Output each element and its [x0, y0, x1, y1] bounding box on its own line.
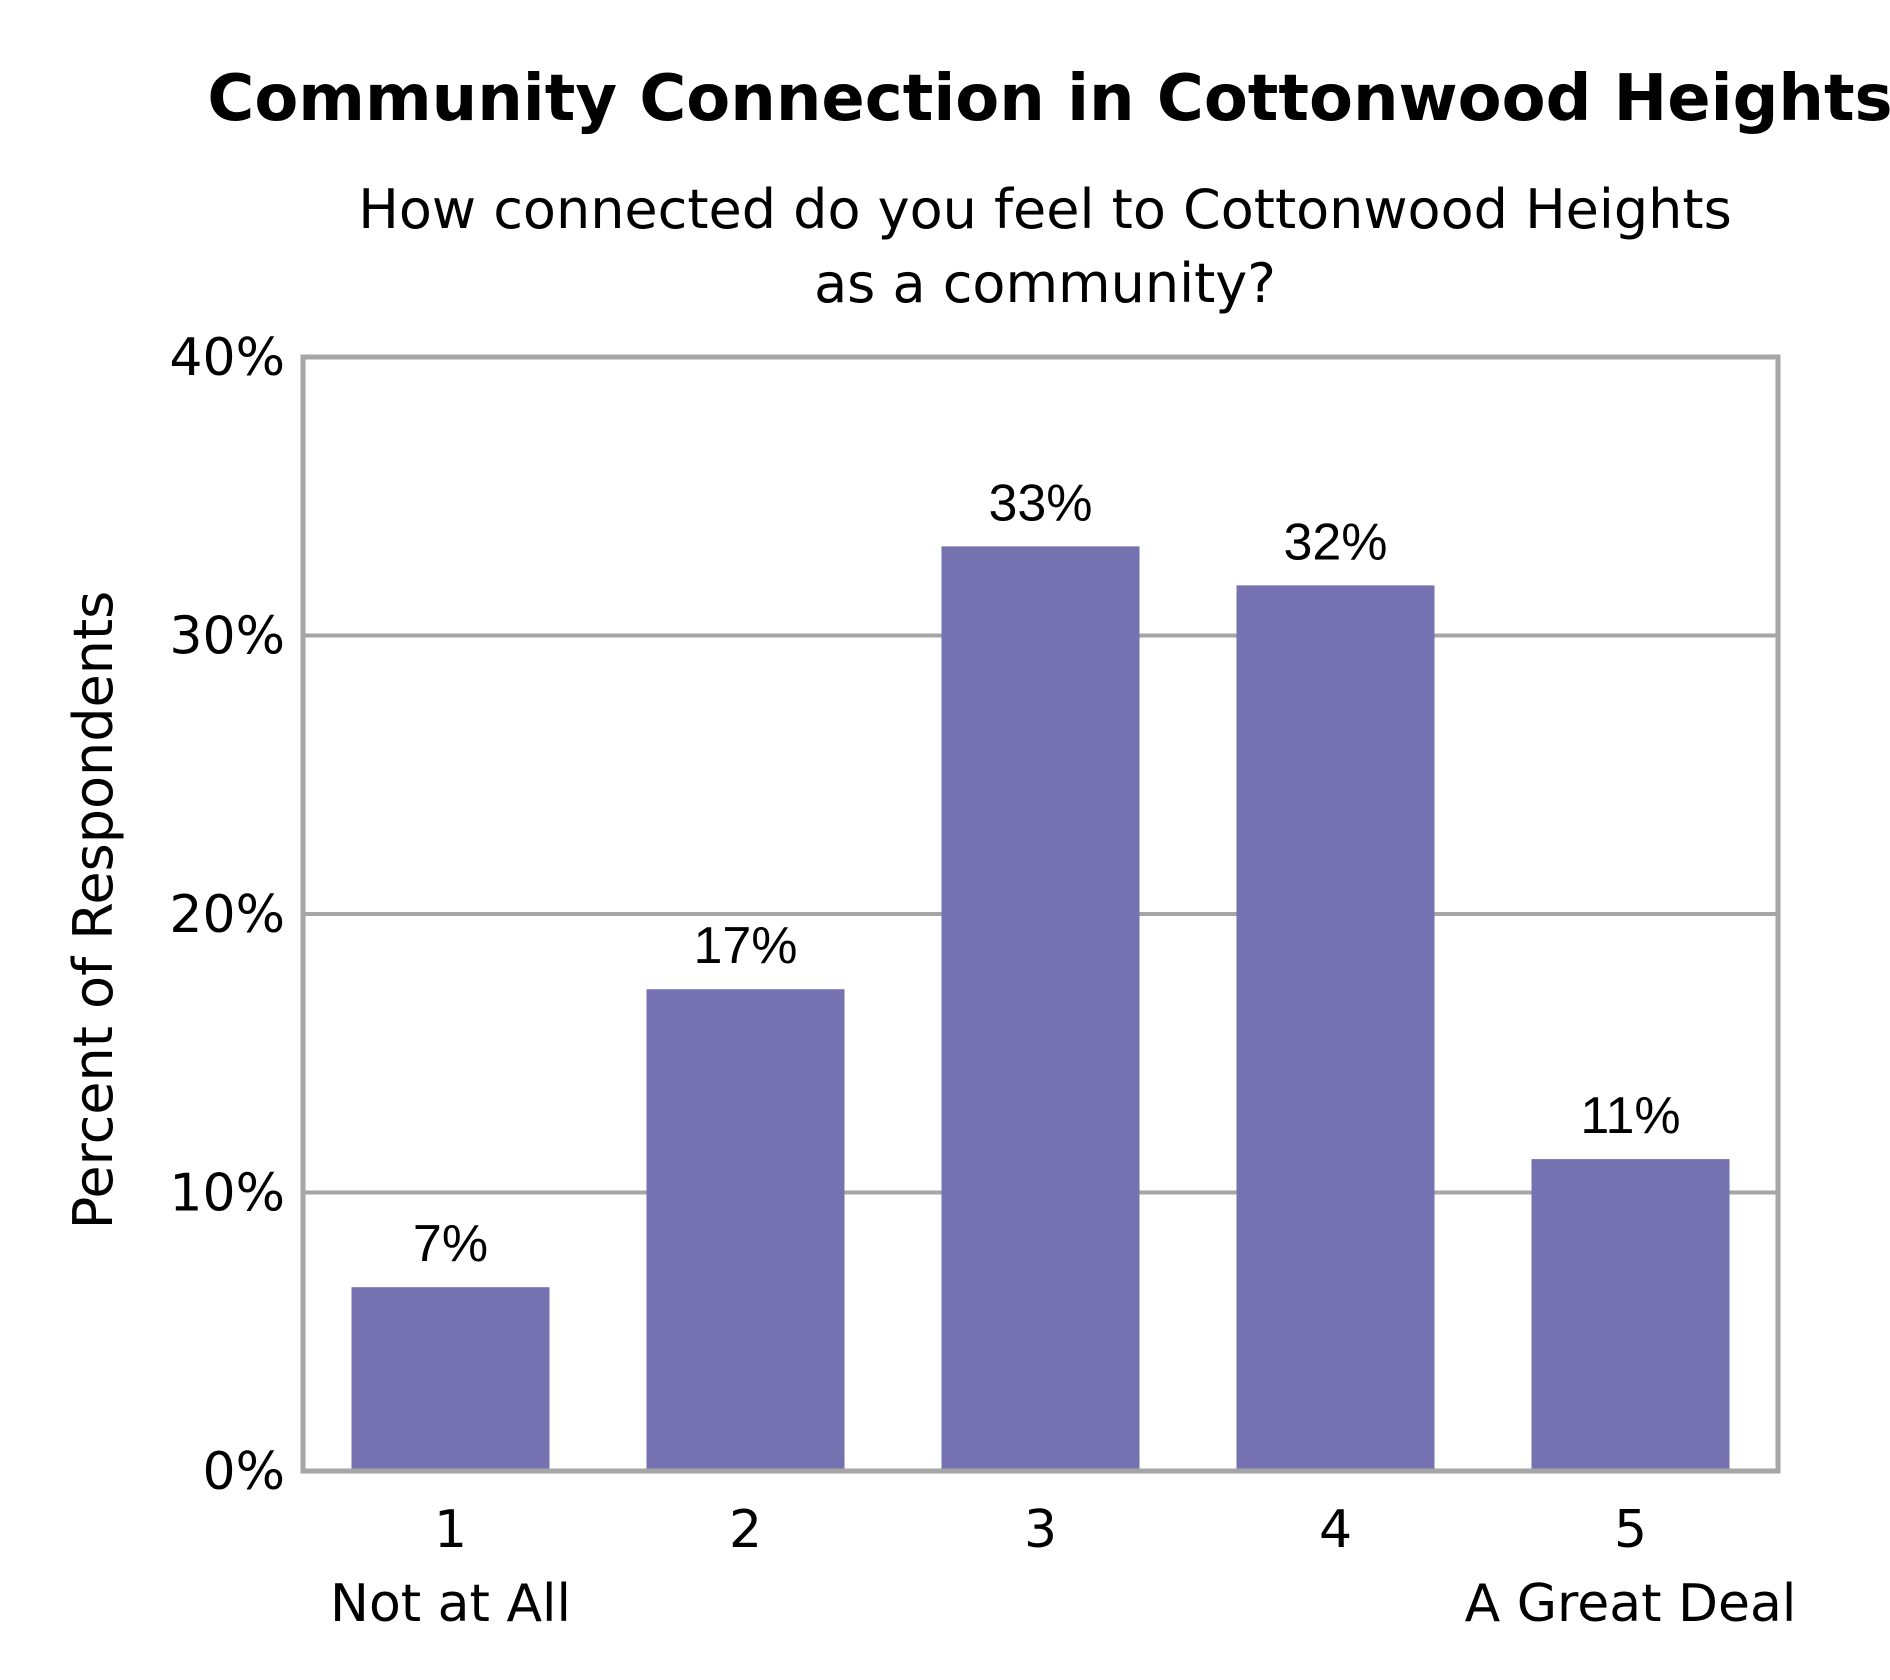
chart-title: Community Connection in Cottonwood Heigh… [207, 62, 1890, 136]
bar-3 [941, 546, 1140, 1471]
x-tick-label-2: 2 [729, 1500, 762, 1560]
y-tick-label-40: 40% [169, 328, 285, 388]
x-tick-label-5: 5 [1614, 1500, 1647, 1560]
bar-5 [1531, 1159, 1730, 1471]
bar-4 [1236, 585, 1435, 1471]
chart-subtitle-line-2: as a community? [814, 252, 1276, 315]
x-tick-label-1: 1 [434, 1500, 467, 1560]
data-labels: 7% 17% 33% 32% 11% [413, 474, 1681, 1273]
bar-2 [646, 989, 845, 1471]
plot-frame [300, 354, 1781, 1474]
x-sublabel-1: Not at All [330, 1574, 571, 1634]
bar-1 [351, 1287, 550, 1471]
bars [351, 546, 1730, 1471]
y-tick-label-30: 30% [169, 607, 285, 667]
x-tick-label-3: 3 [1024, 1500, 1057, 1560]
y-tick-label-20: 20% [169, 885, 285, 945]
data-label-3: 33% [988, 474, 1092, 532]
y-axis-label: Percent of Respondents [62, 591, 125, 1230]
data-label-5: 11% [1580, 1087, 1680, 1145]
data-label-4: 32% [1283, 513, 1387, 571]
y-tick-label-10: 10% [169, 1164, 285, 1224]
y-tick-label-0: 0% [203, 1442, 286, 1502]
plot-border [300, 354, 1781, 1474]
data-label-1: 7% [413, 1215, 488, 1273]
x-tick-label-4: 4 [1319, 1500, 1352, 1560]
x-axis-ticks: 1 Not at All 2 3 4 5 A Great Deal [330, 1500, 1796, 1634]
x-sublabel-5: A Great Deal [1465, 1574, 1797, 1634]
data-label-2: 17% [693, 917, 797, 975]
y-axis-ticks: 0% 10% 20% 30% 40% [169, 328, 285, 1502]
chart-subtitle-line-1: How connected do you feel to Cottonwood … [358, 178, 1731, 241]
